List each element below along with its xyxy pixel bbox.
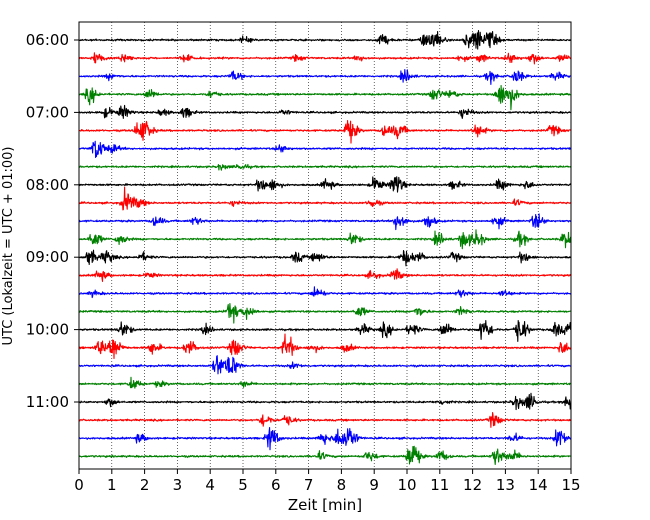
trace-0915 <box>78 268 572 282</box>
y-tick-label: 11:00 <box>26 393 69 411</box>
x-tick-label: 13 <box>496 476 515 494</box>
x-tick-label: 9 <box>369 476 379 494</box>
y-axis-ticks: 06:00 07:00 08:00 09:00 10:00 11:00 <box>26 31 79 411</box>
x-tick-label: 12 <box>463 476 482 494</box>
trace-0830 <box>78 213 572 231</box>
trace-0715 <box>78 120 572 144</box>
y-axis-title: UTC (Lokalzeit = UTC + 01:00) <box>1 147 16 346</box>
trace-0630 <box>78 69 572 85</box>
x-tick-label: 4 <box>205 476 215 494</box>
x-tick-label: 6 <box>271 476 281 494</box>
trace-0730 <box>78 140 572 159</box>
trace-0845 <box>78 229 572 250</box>
trace-1115 <box>78 412 572 428</box>
x-tick-label: 1 <box>107 476 117 494</box>
x-tick-label: 5 <box>238 476 248 494</box>
trace-1000 <box>78 320 572 342</box>
trace-1030 <box>78 355 572 375</box>
x-axis-title: Zeit [min] <box>288 496 362 514</box>
x-tick-label: 0 <box>74 476 84 494</box>
trace-1045 <box>78 376 571 389</box>
trace-1130 <box>78 427 572 451</box>
x-tick-label: 3 <box>173 476 183 494</box>
trace-0615 <box>78 52 571 65</box>
trace-0745 <box>78 163 572 171</box>
x-tick-label: 11 <box>430 476 449 494</box>
x-tick-label: 7 <box>304 476 314 494</box>
x-tick-label: 14 <box>529 476 548 494</box>
x-tick-label: 8 <box>337 476 347 494</box>
vertical-grid <box>111 22 539 469</box>
trace-1015 <box>78 333 572 360</box>
x-tick-label: 2 <box>140 476 150 494</box>
trace-1100 <box>78 392 572 411</box>
trace-0800 <box>78 176 572 193</box>
trace-0645 <box>78 84 571 111</box>
y-tick-label: 10:00 <box>26 321 69 339</box>
y-tick-label: 08:00 <box>26 176 69 194</box>
y-tick-label: 06:00 <box>26 31 69 49</box>
x-tick-label: 10 <box>397 476 416 494</box>
y-tick-label: 09:00 <box>26 248 69 266</box>
x-tick-label: 15 <box>561 476 580 494</box>
trace-0945 <box>78 302 571 324</box>
trace-1145 <box>78 445 571 465</box>
x-axis-ticks: 0 1 2 3 4 5 6 7 8 9 10 11 12 13 14 15 <box>74 469 581 494</box>
y-tick-label: 07:00 <box>26 103 69 121</box>
seismogram-traces <box>78 30 572 465</box>
trace-0600 <box>78 30 572 50</box>
plot-frame <box>78 21 572 470</box>
trace-0700 <box>78 104 572 119</box>
trace-0930 <box>78 286 572 299</box>
trace-0815 <box>78 186 572 211</box>
trace-0900 <box>78 249 572 267</box>
